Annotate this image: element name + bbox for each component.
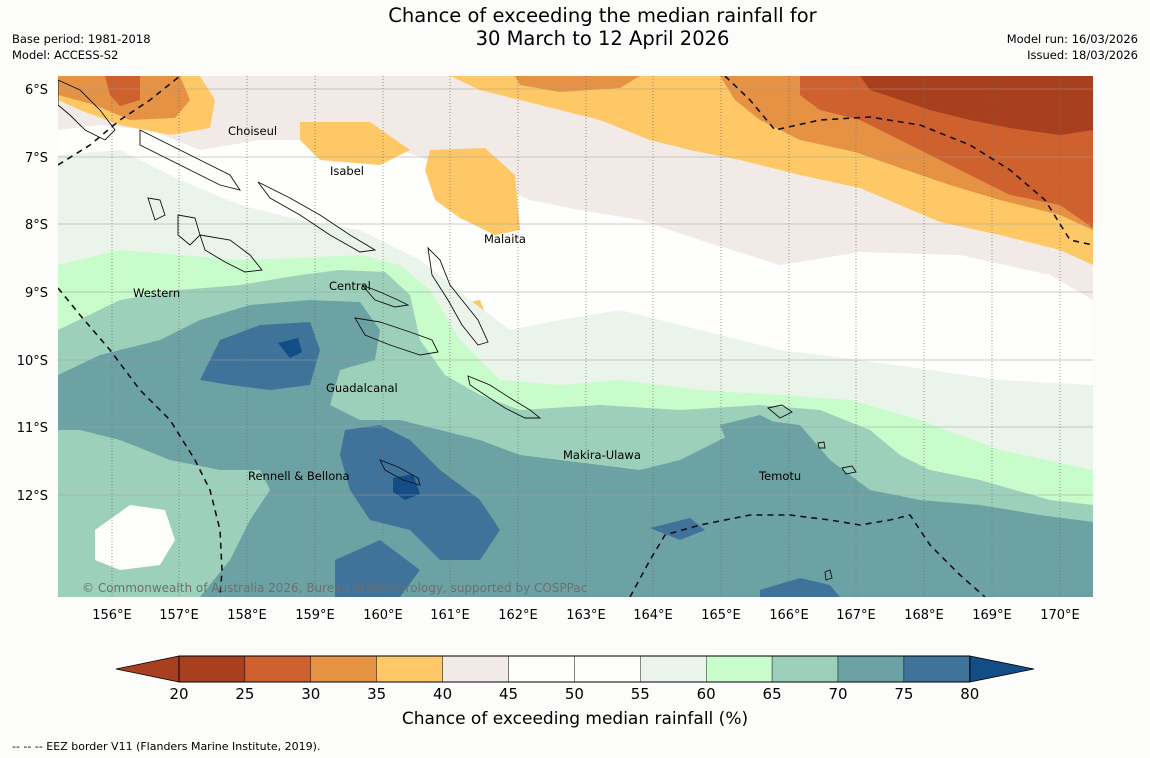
colorbar-segment — [244, 655, 311, 683]
lat-label: 9°S — [25, 286, 48, 301]
colorbar-tick-label: 50 — [565, 685, 584, 703]
region-label-central: Central — [329, 279, 371, 293]
colorbar-tick-label: 80 — [960, 685, 979, 703]
lon-label: 166°E — [769, 608, 809, 623]
lon-label: 165°E — [701, 608, 741, 623]
colorbar-segment — [310, 655, 377, 683]
colorbar-title: Chance of exceeding median rainfall (%) — [401, 709, 749, 729]
lon-label: 164°E — [633, 608, 673, 623]
colorbar-segment — [771, 655, 839, 683]
meta-right: Model run: 16/03/2026 Issued: 18/03/2026 — [1007, 31, 1138, 63]
region-label-malaita: Malaita — [484, 232, 526, 246]
lon-label: 156°E — [92, 608, 132, 623]
map-title-line-1: Chance of exceeding the median rainfall … — [388, 4, 817, 27]
lon-label: 158°E — [227, 608, 267, 623]
colorbar-tick-label: 35 — [367, 685, 386, 703]
contour-fill-layer: © Commonwealth of Australia 2026, Bureau… — [58, 76, 1093, 597]
colorbar-tick-label: 25 — [235, 685, 254, 703]
lon-label: 169°E — [972, 608, 1012, 623]
lat-label: 11°S — [17, 421, 48, 436]
lon-label: 161°E — [430, 608, 470, 623]
colorbar-tick-label: 70 — [828, 685, 847, 703]
lat-label: 12°S — [17, 489, 48, 504]
colorbar-tick-label: 30 — [301, 685, 320, 703]
lon-label: 162°E — [498, 608, 538, 623]
longitude-axis: 156°E 157°E 158°E 159°E 160°E 161°E 162°… — [92, 608, 1080, 623]
lon-label: 167°E — [836, 608, 876, 623]
coastlines — [58, 79, 857, 581]
model-text: Model: ACCESS-S2 — [12, 48, 119, 62]
colorbar-tick-label: 75 — [894, 685, 913, 703]
lon-label: 168°E — [904, 608, 944, 623]
lon-label: 170°E — [1040, 608, 1080, 623]
base-period-text: Base period: 1981-2018 — [12, 32, 151, 46]
region-label-rennell-bellona: Rennell & Bellona — [248, 469, 350, 483]
colorbar: 20 25 30 35 40 45 50 55 60 65 70 75 80 — [115, 655, 1035, 703]
meta-left: Base period: 1981-2018 Model: ACCESS-S2 — [12, 31, 151, 63]
colorbar-extend-high — [969, 655, 1035, 683]
latitude-axis: 6°S 7°S 8°S 9°S 10°S 11°S 12°S — [17, 83, 48, 504]
colorbar-segment — [903, 655, 971, 683]
lat-label: 6°S — [25, 83, 48, 98]
lon-label: 157°E — [159, 608, 199, 623]
map-title-line-2: 30 March to 12 April 2026 — [475, 27, 730, 50]
region-label-western: Western — [133, 286, 180, 300]
colorbar-segment — [442, 655, 509, 683]
region-labels: Choiseul Isabel Malaita Western Central … — [133, 124, 801, 483]
eez-border-note: -- -- -- EEZ border V11 (Flanders Marine… — [12, 740, 321, 753]
lon-label: 160°E — [363, 608, 403, 623]
colorbar-tick-label: 60 — [697, 685, 716, 703]
colorbar-outline — [178, 655, 971, 683]
colorbar-segment — [837, 655, 905, 683]
colorbar-segment — [376, 655, 443, 683]
colorbar-segment — [706, 655, 773, 683]
colorbar-segment — [574, 655, 641, 683]
colorbar-segment — [508, 655, 575, 683]
region-label-temotu: Temotu — [758, 469, 801, 483]
colorbar-tick-label: 20 — [169, 685, 188, 703]
lon-label: 163°E — [566, 608, 606, 623]
colorbar-segment — [178, 655, 246, 683]
lat-label: 7°S — [25, 151, 48, 166]
model-run-text: Model run: 16/03/2026 — [1006, 32, 1138, 46]
colorbar-tick-label: 45 — [499, 685, 518, 703]
region-label-makira-ulawa: Makira-Ulawa — [563, 448, 641, 462]
issued-text: Issued: 18/03/2026 — [1027, 48, 1138, 62]
colorbar-segment — [640, 655, 707, 683]
colorbar-tick-label: 55 — [631, 685, 650, 703]
colorbar-extend-low — [115, 655, 180, 683]
colorbar-tick-label: 40 — [433, 685, 452, 703]
copyright-text: © Commonwealth of Australia 2026, Bureau… — [82, 581, 587, 595]
lat-label: 10°S — [17, 354, 48, 369]
region-label-isabel: Isabel — [330, 164, 364, 178]
lat-label: 8°S — [25, 218, 48, 233]
region-label-choiseul: Choiseul — [228, 124, 277, 138]
colorbar-tick-label: 65 — [763, 685, 782, 703]
region-label-guadalcanal: Guadalcanal — [326, 381, 398, 395]
lon-label: 159°E — [295, 608, 335, 623]
eez-border — [58, 76, 1093, 597]
